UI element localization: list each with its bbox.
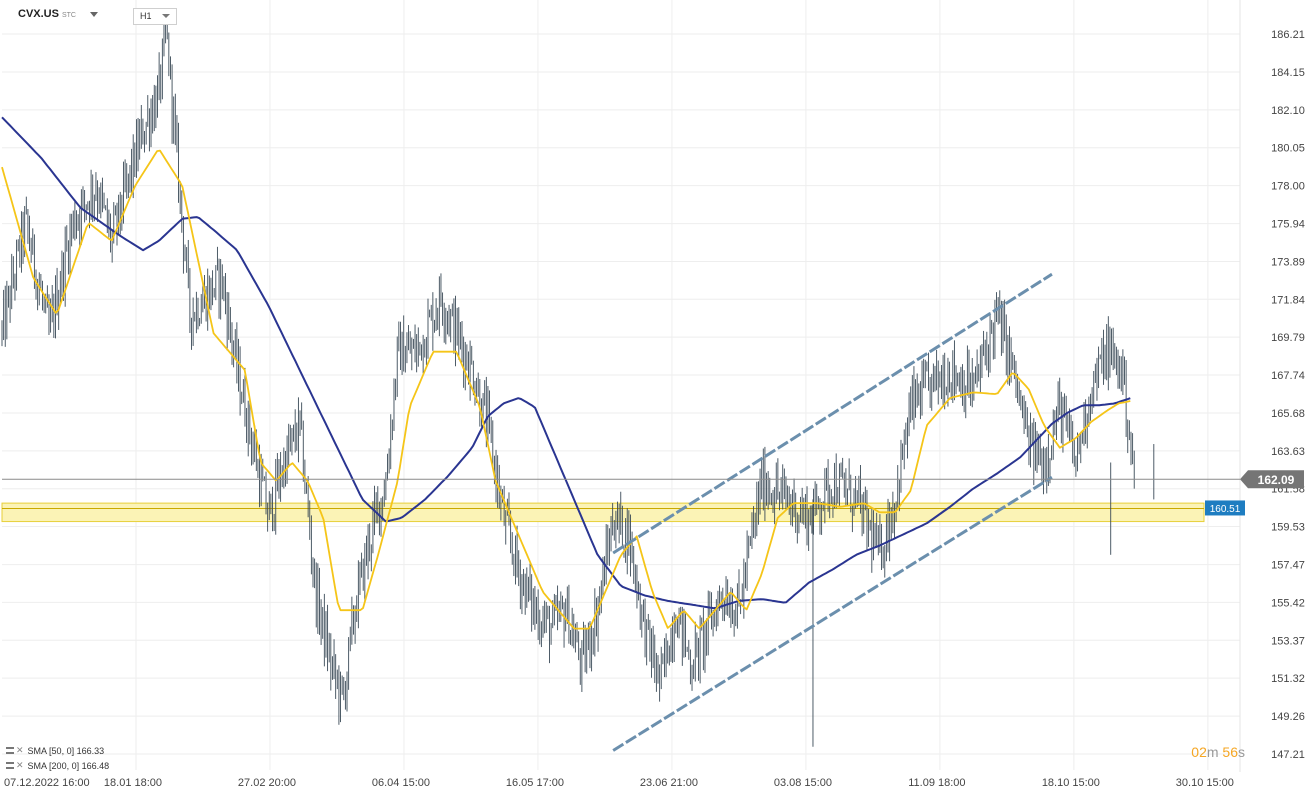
y-tick-label: 173.89 [1271,256,1305,268]
trend-channel[interactable] [612,272,1053,752]
legend-label: SMA [200, 0] [27,760,80,771]
current-price-badge [1240,470,1304,489]
x-tick-label: 30.10 15:00 [1176,777,1234,789]
candles [1,18,1155,747]
grid [2,0,1240,770]
y-tick-label: 180.05 [1271,143,1305,155]
y-tick-label: 159.53 [1271,522,1305,534]
symbol-dropdown-icon[interactable] [89,11,98,17]
y-tick-label: 178.00 [1271,181,1305,193]
channel-upper-line [612,272,1053,555]
x-tick-label: 03.08 15:00 [774,777,832,789]
support-zone[interactable] [1,502,1205,523]
zone-price-label: 160.51 [1210,504,1241,515]
x-tick-label: 07.12.2022 16:00 [4,777,90,789]
legend-sma-200: ✕ SMA [200, 0] 166.48 [6,760,109,771]
price-badges: 162.09 160.51 [2,470,1304,516]
y-tick-label: 147.21 [1271,749,1305,761]
symbol-suffix: STC [61,12,76,19]
y-tick-label: 157.47 [1271,560,1305,572]
chart-header: CVX.US STC [18,8,98,20]
y-tick-label: 165.68 [1271,408,1305,420]
y-tick-label: 151.32 [1271,673,1305,685]
countdown-minutes: 02 [1191,744,1207,760]
x-tick-label: 06.04 15:00 [372,777,430,789]
countdown-minutes-unit: m [1206,744,1219,760]
countdown-seconds: 56 [1222,744,1238,760]
symbol-name[interactable]: CVX.US [18,8,59,20]
legend-label: SMA [50, 0] [27,745,75,756]
y-tick-label: 149.26 [1271,711,1305,723]
x-tick-label: 11.09 18:00 [908,777,965,789]
settings-icon[interactable] [6,762,14,769]
y-tick-label: 153.37 [1271,635,1305,647]
zone-price-badge [1205,500,1245,516]
zone-rect [1,502,1205,523]
indicator-lines [1,116,1131,630]
legend-value: 166.48 [81,760,110,771]
timeframe-value: H1 [140,11,152,21]
timeframe-select[interactable]: H1 [133,8,177,25]
countdown-seconds-unit: s [1238,744,1245,760]
x-tick-label: 27.02 20:00 [238,777,296,789]
y-tick-label: 155.42 [1271,597,1305,609]
y-tick-label: 182.10 [1271,105,1305,117]
sma-200-line [1,116,1131,610]
chevron-down-icon [162,14,170,18]
y-tick-label: 186.21 [1271,29,1305,41]
current-price-label: 162.09 [1258,473,1295,487]
close-icon[interactable]: ✕ [16,745,24,755]
channel-lower-line [612,475,1053,752]
y-tick-label: 169.79 [1271,332,1305,344]
settings-icon[interactable] [6,747,14,754]
y-tick-label: 167.74 [1271,370,1305,382]
y-tick-label: 163.63 [1271,446,1305,458]
legend-sma-50: ✕ SMA [50, 0] 166.33 [6,745,104,756]
sma-50-line [1,149,1131,630]
close-icon[interactable]: ✕ [16,760,24,770]
y-tick-label: 175.94 [1271,219,1305,231]
x-tick-label: 16.05 17:00 [506,777,564,789]
candle-countdown: 02m 56s [1191,744,1245,760]
x-tick-label: 23.06 21:00 [640,777,698,789]
y-tick-label: 184.15 [1271,67,1305,79]
legend-value: 166.33 [76,745,105,756]
axes: 186.21 184.15 182.10 180.05 178.00 175.94 173.… [4,0,1305,789]
x-tick-label: 18.10 15:00 [1042,777,1100,789]
x-tick-label: 18.01 18:00 [104,777,162,789]
y-tick-label: 171.84 [1271,294,1305,306]
